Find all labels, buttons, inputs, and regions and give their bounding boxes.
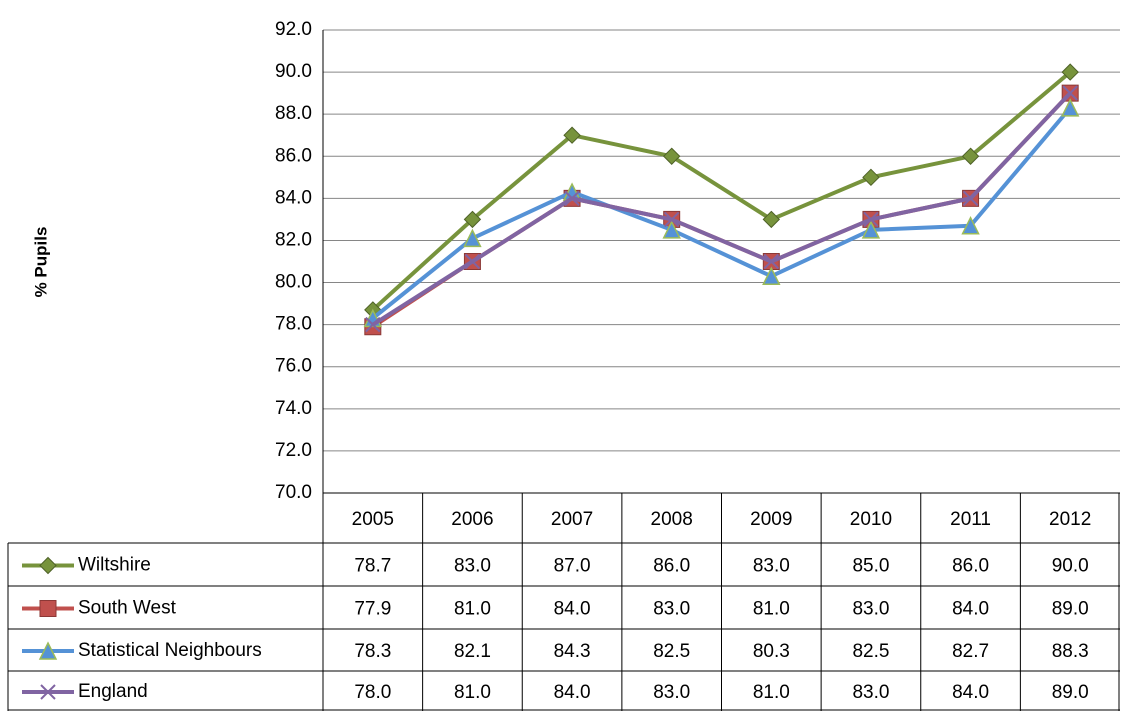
- data-label: 84.0: [554, 682, 591, 703]
- x-tick-label: 2006: [451, 509, 493, 530]
- y-tick-label: 72.0: [275, 440, 312, 461]
- marker: [365, 316, 381, 333]
- line: [371, 91, 1072, 329]
- marker: [662, 220, 681, 239]
- x-tick-label: 2008: [651, 509, 693, 530]
- series: [364, 63, 1079, 319]
- x-tick-label: 2011: [950, 509, 991, 530]
- data-label: 84.0: [952, 599, 989, 620]
- marker: [564, 190, 580, 207]
- line: [371, 70, 1072, 312]
- data-label: 88.3: [1052, 641, 1089, 662]
- marker: [861, 220, 881, 239]
- marker: [463, 228, 482, 248]
- marker: [463, 210, 482, 229]
- data-label: 81.0: [454, 682, 491, 703]
- x-tick-label: 2009: [750, 509, 792, 530]
- data-label: 86.0: [952, 556, 989, 577]
- marker: [962, 190, 979, 207]
- line: [371, 106, 1072, 320]
- marker: [763, 253, 780, 270]
- data-label: 82.5: [653, 641, 690, 662]
- marker: [663, 211, 680, 228]
- y-tick-label: 82.0: [275, 229, 312, 250]
- marker: [762, 210, 781, 229]
- data-label: 83.0: [653, 682, 690, 703]
- data-label: 82.7: [952, 641, 989, 662]
- series: [364, 84, 1079, 336]
- marker: [863, 211, 879, 228]
- legend-marker: [39, 600, 57, 617]
- y-tick-label: 80.0: [275, 272, 312, 293]
- marker: [464, 253, 481, 270]
- data-label: 86.0: [653, 556, 690, 577]
- y-tick-label: 70.0: [275, 482, 312, 503]
- legend-marker: [40, 684, 56, 700]
- legend-label: South West: [78, 598, 177, 619]
- y-tick-label: 86.0: [275, 145, 312, 166]
- data-label: 84.3: [554, 641, 591, 662]
- y-tick-label: 84.0: [275, 187, 312, 208]
- line: [371, 91, 1072, 327]
- data-label: 83.0: [753, 556, 790, 577]
- data-label: 83.0: [852, 682, 889, 703]
- data-label: 78.0: [354, 682, 391, 703]
- data-label: 87.0: [554, 556, 591, 577]
- data-label: 82.5: [852, 641, 889, 662]
- data-label: 81.0: [454, 599, 491, 620]
- legend-marker: [38, 641, 58, 660]
- legend-label: England: [78, 681, 148, 702]
- marker: [1062, 85, 1078, 101]
- y-tick-label: 74.0: [275, 398, 312, 419]
- marker: [961, 216, 980, 235]
- y-tick-label: 92.0: [275, 19, 312, 40]
- data-label: 82.1: [454, 641, 491, 662]
- data-label: 83.0: [454, 556, 491, 577]
- legend-marker: [39, 556, 57, 575]
- y-tick-label: 76.0: [275, 356, 312, 377]
- data-label: 81.0: [753, 599, 790, 620]
- data-label: 90.0: [1052, 556, 1089, 577]
- data-label: 78.7: [354, 556, 391, 577]
- y-axis-title: % Pupils: [31, 227, 50, 298]
- y-tick-label: 88.0: [275, 103, 312, 124]
- marker: [862, 168, 880, 187]
- data-label: 84.0: [952, 682, 989, 703]
- data-label: 89.0: [1052, 682, 1089, 703]
- data-label: 84.0: [554, 599, 591, 620]
- data-label: 80.3: [753, 641, 790, 662]
- y-tick-label: 90.0: [275, 61, 312, 82]
- x-tick-label: 2010: [850, 509, 892, 530]
- marker: [762, 266, 781, 285]
- x-tick-label: 2012: [1049, 509, 1091, 530]
- marker: [662, 147, 681, 165]
- data-label: 83.0: [653, 599, 690, 620]
- data-label: 81.0: [753, 682, 790, 703]
- marker: [961, 147, 980, 165]
- data-label: 78.3: [354, 641, 391, 662]
- marker: [563, 126, 581, 144]
- data-label: 85.0: [852, 556, 889, 577]
- data-label: 77.9: [354, 599, 391, 620]
- y-tick-label: 78.0: [275, 314, 312, 335]
- marker: [1061, 63, 1079, 81]
- legend-label: Statistical Neighbours: [78, 640, 262, 661]
- marker: [1060, 98, 1080, 117]
- legend-label: Wiltshire: [78, 555, 151, 576]
- data-label: 89.0: [1052, 599, 1089, 620]
- series: [365, 85, 1078, 333]
- data-label: 83.0: [852, 599, 889, 620]
- x-tick-label: 2007: [551, 509, 593, 530]
- x-tick-label: 2005: [352, 509, 394, 530]
